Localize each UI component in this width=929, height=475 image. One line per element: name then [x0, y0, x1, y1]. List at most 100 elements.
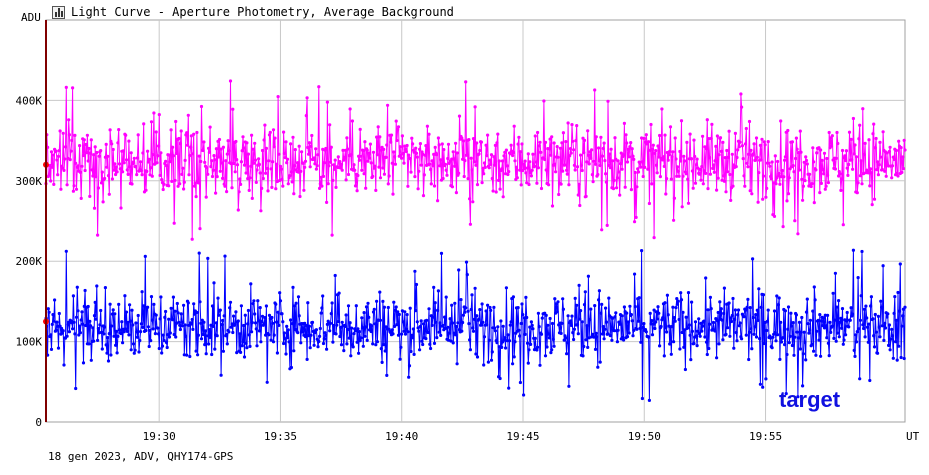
data-point [468, 348, 472, 352]
data-point [211, 324, 215, 328]
data-point [789, 311, 793, 315]
data-point [858, 318, 863, 322]
data-point [474, 352, 478, 356]
data-point [566, 121, 570, 125]
data-point [625, 335, 630, 339]
data-point [328, 160, 333, 164]
data-point [494, 190, 498, 194]
data-point [482, 172, 486, 176]
data-point [577, 283, 581, 287]
data-point [653, 326, 657, 331]
data-point [366, 159, 370, 163]
light-curve-app-icon[interactable] [52, 5, 65, 19]
data-point [824, 184, 828, 188]
data-point [258, 306, 262, 310]
data-point [164, 309, 168, 314]
data-point [856, 276, 860, 280]
data-point [537, 325, 541, 329]
data-point [135, 335, 139, 339]
data-point [313, 162, 317, 166]
data-point [536, 166, 541, 170]
data-point [830, 134, 834, 138]
data-point [598, 163, 602, 168]
data-point [887, 343, 891, 347]
data-point [96, 326, 100, 331]
data-point [472, 317, 476, 321]
data-point [135, 173, 139, 177]
data-point [67, 330, 71, 334]
data-point [81, 361, 86, 365]
data-point [130, 182, 134, 186]
data-point [52, 319, 56, 323]
data-point [678, 149, 682, 154]
data-point [239, 304, 243, 308]
data-point [332, 163, 336, 167]
data-point [801, 198, 805, 202]
data-point [435, 153, 439, 157]
data-point [338, 334, 342, 339]
data-point [587, 336, 591, 340]
data-point [125, 168, 129, 172]
data-point [154, 130, 158, 134]
data-point [754, 136, 759, 140]
data-point [126, 172, 130, 176]
data-point [589, 156, 593, 160]
data-point [869, 171, 874, 175]
data-point [510, 362, 515, 366]
data-point [443, 162, 447, 166]
data-point [599, 135, 603, 139]
y-tick-label: 300K [16, 175, 43, 188]
data-point [500, 159, 505, 163]
data-point [553, 162, 557, 166]
data-point [548, 316, 552, 321]
data-point [332, 323, 336, 328]
data-point [840, 148, 845, 153]
data-point [249, 164, 253, 168]
data-point [412, 352, 416, 356]
data-point [898, 262, 902, 266]
data-point [345, 342, 349, 346]
data-point [228, 306, 232, 310]
data-point [224, 159, 228, 163]
data-point [467, 138, 471, 142]
data-point [533, 134, 537, 138]
data-point [285, 161, 289, 165]
data-point [446, 142, 451, 146]
data-point [564, 140, 568, 144]
data-point [112, 168, 116, 172]
data-point [632, 328, 636, 332]
data-point [870, 203, 874, 207]
data-point [196, 181, 200, 185]
data-point [323, 331, 327, 335]
data-point [629, 141, 633, 145]
data-point [479, 323, 483, 327]
data-point [340, 320, 344, 324]
data-point [175, 301, 179, 306]
data-point [235, 351, 239, 355]
data-point [902, 356, 906, 361]
data-point [890, 334, 895, 338]
data-point [650, 147, 655, 151]
data-point [424, 144, 428, 148]
data-point [92, 206, 97, 210]
data-point [489, 308, 493, 312]
data-point [580, 320, 584, 324]
data-point [711, 166, 715, 170]
data-point [167, 184, 171, 188]
data-point [668, 149, 672, 153]
data-point [838, 320, 842, 324]
data-point [400, 134, 404, 138]
data-point [210, 159, 214, 163]
data-point [104, 343, 108, 347]
data-point [244, 341, 248, 345]
data-point [407, 153, 411, 157]
data-point [492, 305, 496, 309]
data-point [572, 163, 577, 167]
data-point [736, 148, 740, 152]
data-point [430, 159, 434, 163]
data-point [353, 329, 358, 333]
data-point [881, 264, 885, 268]
data-point [212, 281, 216, 285]
data-point [153, 332, 157, 336]
